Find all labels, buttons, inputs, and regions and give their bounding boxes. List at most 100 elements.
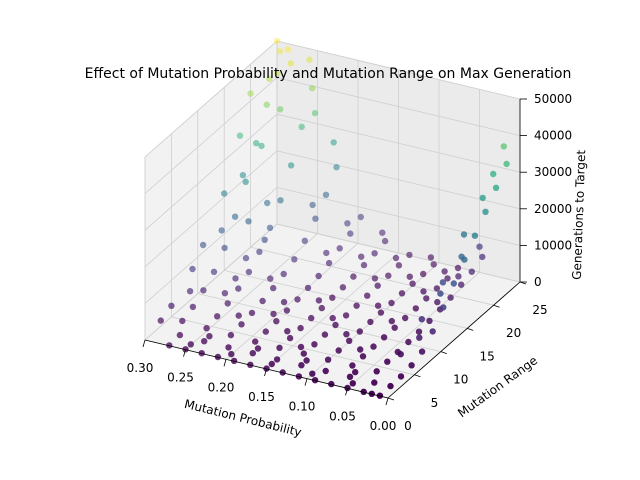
data-point: [371, 379, 378, 386]
axis-panes: [143, 39, 522, 399]
data-point: [322, 367, 329, 375]
data-point: [228, 350, 235, 358]
data-point: [322, 191, 330, 198]
data-point: [309, 201, 316, 209]
data-point: [379, 229, 386, 236]
data-point: [287, 60, 294, 67]
data-point: [221, 244, 228, 252]
data-point: [273, 37, 281, 45]
data-point: [187, 341, 194, 348]
data-point: [358, 253, 365, 260]
data-point: [430, 261, 437, 268]
data-point: [420, 270, 427, 278]
y-axis-label: Mutation Range: [455, 353, 540, 420]
z-gridline: [144, 223, 278, 341]
y-tick-label: 20: [506, 326, 521, 340]
z-tick-label: 10000: [534, 238, 572, 252]
y-gridline: [171, 316, 415, 376]
x-gridline: [225, 243, 359, 360]
data-point: [460, 231, 468, 238]
data-point: [412, 305, 419, 312]
axis-lines: [142, 98, 527, 406]
y-axis-line: [387, 281, 521, 399]
data-point: [323, 249, 330, 257]
data-point: [263, 101, 270, 108]
data-point: [238, 321, 245, 328]
z-tick-label: 0: [534, 275, 542, 289]
z-gridline: [276, 113, 521, 173]
data-point: [227, 331, 235, 339]
data-point: [490, 170, 497, 178]
data-point: [301, 237, 308, 244]
data-point: [245, 218, 252, 225]
data-point: [454, 264, 462, 272]
data-point: [291, 256, 298, 263]
data-points: [157, 37, 510, 399]
z-gridline: [276, 77, 521, 136]
data-point: [210, 268, 218, 275]
x-tick-mark: [345, 388, 348, 396]
data-point: [344, 220, 351, 227]
data-point: [206, 333, 213, 340]
data-point: [256, 248, 263, 255]
data-point: [189, 303, 197, 311]
data-point: [346, 373, 354, 380]
x-tick-mark: [304, 378, 308, 386]
data-point: [349, 362, 356, 369]
tick-labels: 0.00 0.05 0.10 0.15 0.20 0.25 0.30 0 5 10 15 20 25 0 1…: [127, 92, 573, 433]
data-point: [423, 295, 430, 302]
data-point: [373, 368, 380, 375]
data-point: [300, 350, 307, 357]
data-point: [418, 316, 425, 323]
data-point: [371, 250, 378, 257]
data-point: [370, 343, 377, 350]
y-tick-mark: [387, 397, 395, 401]
data-point: [201, 338, 208, 345]
data-point: [415, 328, 423, 335]
y-gridline: [224, 270, 468, 329]
data-point: [479, 253, 486, 261]
data-point: [402, 314, 409, 322]
x-tick-label: 0.15: [248, 390, 275, 404]
data-point: [458, 281, 465, 288]
data-point: [336, 245, 343, 252]
data-point: [176, 331, 184, 339]
data-point: [218, 227, 225, 234]
data-point: [347, 230, 354, 237]
data-point: [267, 275, 274, 282]
y-tick-mark: [440, 351, 447, 354]
data-point: [189, 265, 196, 273]
data-point: [409, 280, 416, 287]
data-point: [346, 337, 353, 344]
data-point: [360, 261, 368, 269]
data-point: [311, 341, 318, 348]
data-point: [395, 262, 403, 269]
data-point: [367, 318, 374, 326]
x-tick-mark: [223, 359, 227, 367]
z-tick-label: 50000: [534, 92, 572, 106]
data-point: [388, 317, 395, 325]
x-tick-label: 0.05: [329, 409, 356, 423]
x-tick-label: 0.30: [127, 361, 154, 375]
y-tick-label: 25: [532, 303, 547, 317]
data-point: [203, 325, 210, 332]
data-point: [503, 160, 510, 168]
data-point: [254, 345, 262, 352]
data-point: [262, 328, 269, 335]
x-axis-label: Mutation Probability: [183, 397, 303, 440]
x-tick-label: 0.25: [167, 371, 194, 385]
data-point: [273, 318, 280, 325]
data-point: [374, 282, 381, 289]
y-tick-mark: [493, 304, 500, 308]
data-point: [242, 254, 250, 262]
data-point: [297, 343, 305, 351]
x-tick-label: 0.20: [208, 380, 235, 394]
data-point: [385, 272, 392, 279]
data-point: [312, 215, 319, 222]
data-point: [357, 346, 364, 353]
data-point: [298, 123, 305, 130]
data-point: [406, 251, 413, 259]
data-point: [405, 338, 412, 346]
data-point: [353, 302, 360, 309]
x-tick-label: 0.10: [289, 400, 316, 414]
